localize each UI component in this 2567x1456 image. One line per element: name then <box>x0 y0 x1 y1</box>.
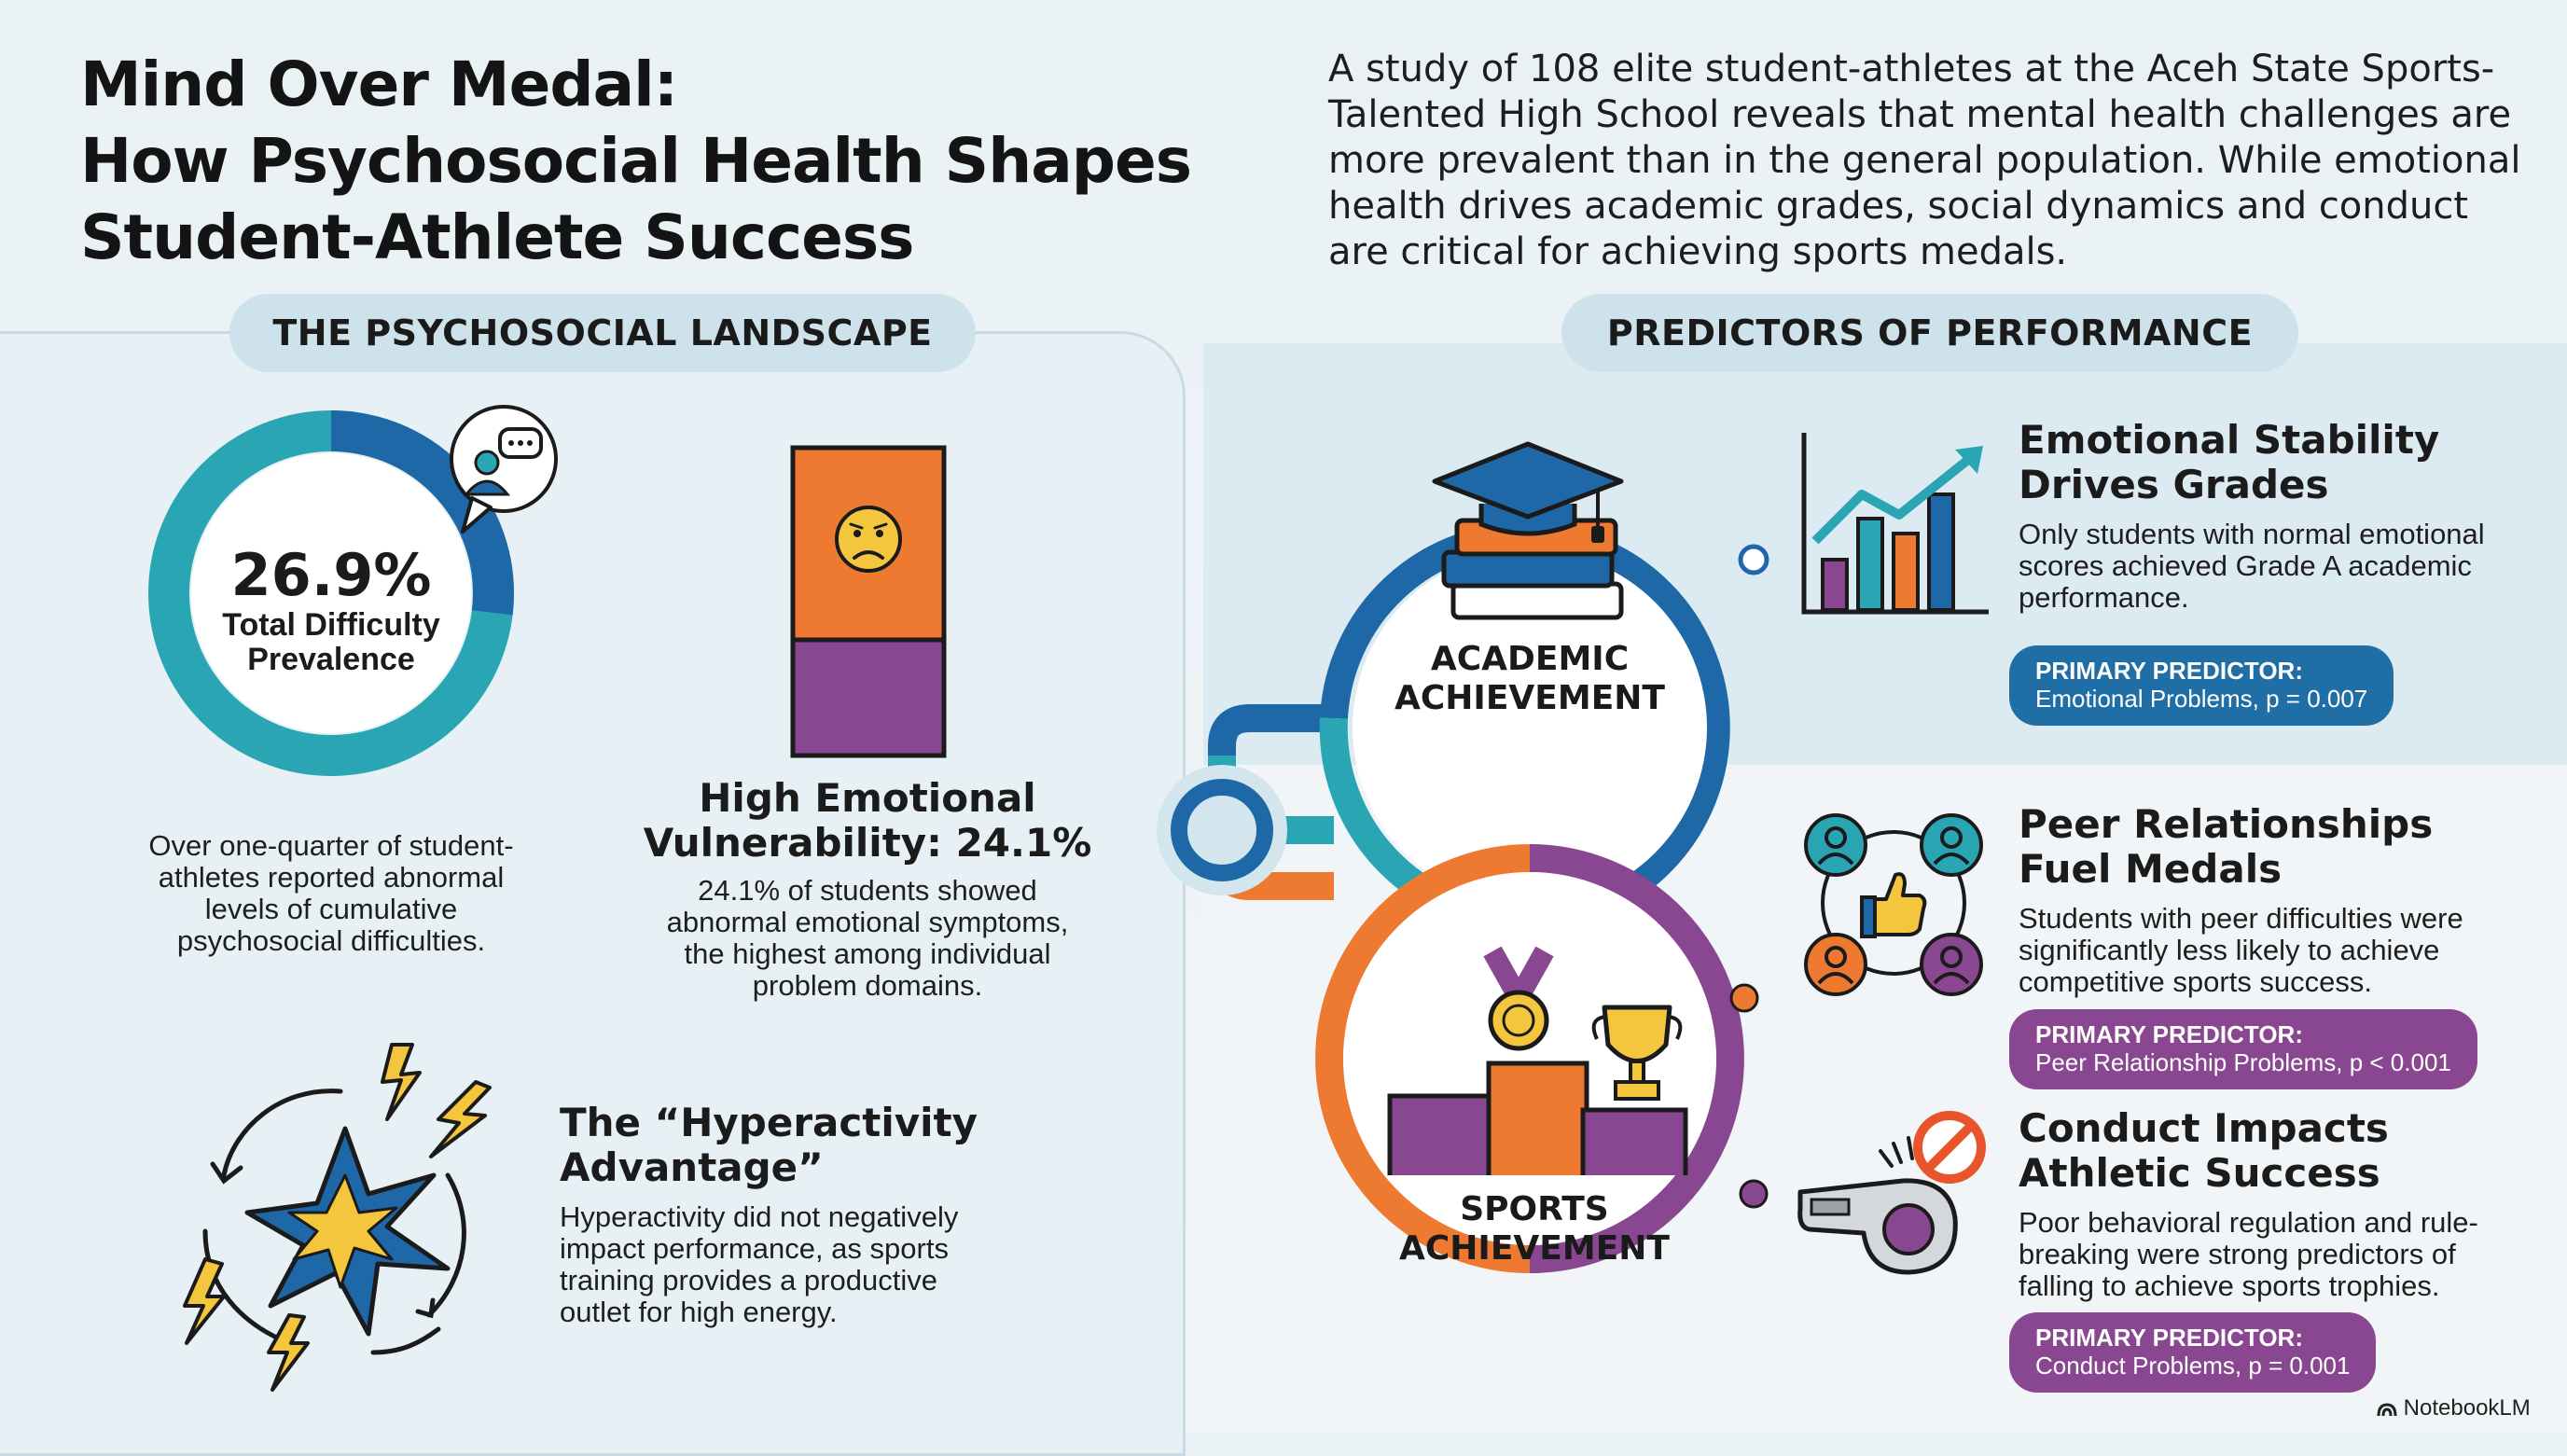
hyperactivity-heading-line: The “Hyperactivity <box>560 1100 978 1145</box>
brand-logo: NotebookLM <box>2377 1395 2531 1421</box>
badge-value: Conduct Problems, p = 0.001 <box>2035 1352 2351 1380</box>
badge-value: Emotional Problems, p = 0.007 <box>2035 685 2368 713</box>
conduct-link-dot <box>1739 1179 1769 1209</box>
intro-paragraph: A study of 108 elite student-athletes at… <box>1328 48 2521 273</box>
hyperactivity-heading: The “Hyperactivity Advantage” <box>560 1101 1045 1190</box>
sports-ring-label-line: SPORTS <box>1460 1190 1609 1228</box>
bar-chart-rising-icon <box>1801 433 1989 615</box>
title-line: How Psychosocial Health Shapes <box>80 125 1192 197</box>
predictors-heading: PREDICTORS OF PERFORMANCE <box>1561 294 2298 372</box>
sports-ring-left <box>1315 844 1531 1273</box>
academic-ring-outer <box>1320 522 1730 933</box>
donut-caption-line: Total Difficulty <box>222 607 440 643</box>
center-node-ring <box>1171 779 1273 881</box>
donut-center <box>191 453 471 733</box>
whistle-no-entry-icon <box>1797 1111 1986 1275</box>
badge-value: Peer Relationship Problems, p < 0.001 <box>2035 1048 2451 1076</box>
predictor-description: Only students with normal emotional scor… <box>2019 518 2485 614</box>
landscape-heading: THE PSYCHOSOCIAL LANDSCAPE <box>229 294 976 372</box>
predictor-conduct: Conduct Impacts Athletic Success Poor be… <box>2019 1106 2541 1302</box>
sports-ring-label: SPORTS ACHIEVEMENT <box>1390 1190 1679 1269</box>
predictor-heading-line: Conduct Impacts <box>2019 1105 2389 1151</box>
predictor-heading-line: Emotional Stability <box>2019 417 2440 463</box>
badge-label: PRIMARY PREDICTOR: <box>2035 657 2303 685</box>
predictor-heading-line: Fuel Medals <box>2019 846 2283 892</box>
peer-link-dot <box>1729 983 1759 1013</box>
academic-ring-center <box>1353 550 1707 905</box>
hyperactivity-description: Hyperactivity did not negatively impact … <box>560 1200 959 1328</box>
donut-caption-line: Prevalence <box>247 642 415 677</box>
academic-ring-label-line: ACADEMIC <box>1430 640 1630 678</box>
predictor-heading-line: Athletic Success <box>2019 1150 2380 1196</box>
predictor-heading-line: Peer Relationships <box>2019 801 2434 847</box>
predictor-heading-line: Drives Grades <box>2019 462 2329 507</box>
donut-description: Over one-quarter of student-athletes rep… <box>148 829 514 957</box>
vulnerability-bar-icon <box>790 445 947 758</box>
academic-ring-label: ACADEMIC ACHIEVEMENT <box>1390 640 1670 718</box>
burst-lightning-icon <box>183 1043 492 1392</box>
prevalence-donut-chart <box>148 410 514 776</box>
page-title: Mind Over Medal: How Psychosocial Health… <box>80 47 1293 276</box>
donut-value: 26.9% <box>230 541 432 609</box>
predictor-badge-conduct: PRIMARY PREDICTOR: Conduct Problems, p =… <box>2009 1312 2377 1393</box>
vulnerability-heading: High Emotional Vulnerability: 24.1% <box>597 776 1138 866</box>
donut-value-arc <box>148 410 514 776</box>
graduation-books-icon <box>1432 441 1624 620</box>
brand-name: NotebookLM <box>2403 1395 2531 1421</box>
speech-bubble-person-icon <box>450 405 558 534</box>
vulnerability-heading-line: High Emotional <box>699 775 1036 821</box>
donut-label: 26.9% Total Difficulty Prevalence <box>187 543 476 677</box>
vulnerability-description: 24.1% of students showed abnormal emotio… <box>666 874 1069 1002</box>
sports-ring-right <box>1529 844 1744 1273</box>
predictor-emotional: Emotional Stability Drives Grades Only s… <box>2019 418 2541 614</box>
academic-ring-label-line: ACHIEVEMENT <box>1395 679 1665 717</box>
badge-label: PRIMARY PREDICTOR: <box>2035 1324 2303 1352</box>
peer-network-thumbs-up-icon <box>1804 813 1983 996</box>
title-line: Student-Athlete Success <box>80 201 914 273</box>
predictor-badge-peer: PRIMARY PREDICTOR: Peer Relationship Pro… <box>2009 1009 2477 1089</box>
hyperactivity-heading-line: Advantage” <box>560 1144 824 1190</box>
predictor-description: Students with peer difficulties were sig… <box>2019 902 2463 998</box>
predictor-badge-emotional: PRIMARY PREDICTOR: Emotional Problems, p… <box>2009 645 2394 726</box>
notebooklm-logo-icon <box>2377 1403 2397 1417</box>
academic-link-dot <box>1738 544 1769 575</box>
podium-medal-trophy-icon <box>1387 946 1688 1175</box>
predictor-description: Poor behavioral regulation and rule-brea… <box>2019 1206 2478 1302</box>
sad-face-icon <box>835 506 902 573</box>
predictor-peer: Peer Relationships Fuel Medals Students … <box>2019 802 2541 998</box>
sports-ring-label-line: ACHIEVEMENT <box>1399 1229 1670 1268</box>
badge-label: PRIMARY PREDICTOR: <box>2035 1020 2303 1048</box>
title-line: Mind Over Medal: <box>80 49 678 120</box>
vulnerability-heading-line: Vulnerability: 24.1% <box>643 820 1092 866</box>
